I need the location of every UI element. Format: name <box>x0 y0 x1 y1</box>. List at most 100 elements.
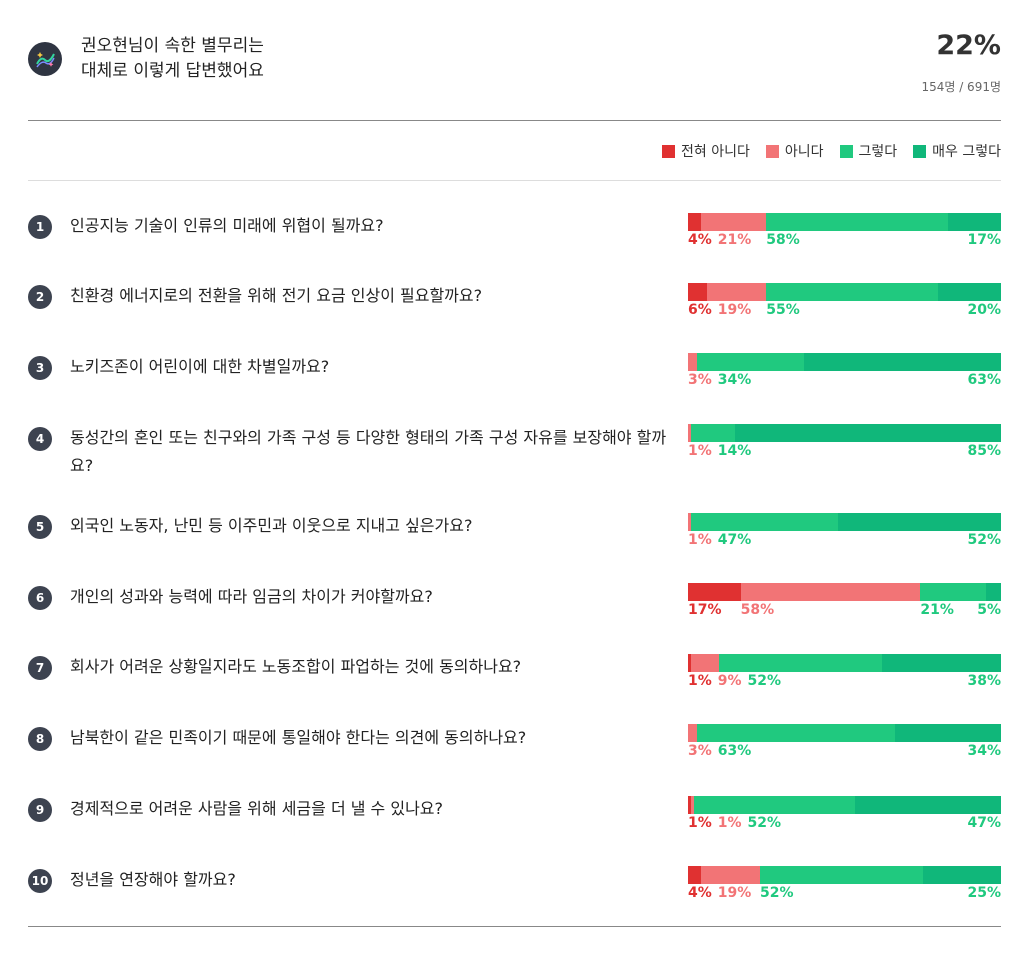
bar-segment <box>700 213 767 231</box>
bar-segment <box>766 283 939 301</box>
stacked-bar <box>688 796 1001 814</box>
question-number-badge: 2 <box>28 285 52 309</box>
value-label: 5% <box>977 602 1001 618</box>
legend-swatch <box>765 144 779 158</box>
bar-segment <box>803 353 1001 371</box>
page-title: 권오현님이 속한 별무리는 대체로 이렇게 답변했어요 <box>81 34 264 84</box>
question-number-badge: 3 <box>28 356 52 380</box>
value-label: 21% <box>717 232 752 248</box>
stacked-bar <box>688 866 1001 884</box>
question-number-badge: 1 <box>28 215 52 239</box>
value-label: 3% <box>688 743 712 759</box>
value-label: 3% <box>688 372 712 388</box>
value-label: 21% <box>920 602 954 618</box>
legend: 전혀 아니다 아니다 그렇다 매우 그렇다 <box>662 141 1001 161</box>
bar-segment <box>691 513 839 531</box>
question-number-badge: 7 <box>28 656 52 680</box>
value-label: 52% <box>967 532 1001 548</box>
bar-segment <box>894 724 1001 742</box>
legend-label: 아니다 <box>784 144 824 160</box>
bar-segment <box>688 213 701 231</box>
bar-segment <box>700 866 760 884</box>
stacked-bar <box>688 654 1001 672</box>
bar-segment <box>688 724 698 742</box>
question-text: 동성간의 혼인 또는 친구와의 가족 구성 등 다양한 형태의 가족 구성 자유… <box>70 428 667 475</box>
legend-label: 매우 그렇다 <box>932 144 1001 160</box>
value-label: 19% <box>717 885 752 901</box>
bar-segment <box>734 424 1001 442</box>
value-label: 85% <box>967 443 1001 459</box>
value-label: 19% <box>717 302 752 318</box>
bar-segment <box>740 583 921 601</box>
bar-segment <box>922 866 1001 884</box>
title-line-2: 대체로 이렇게 답변했어요 <box>81 61 264 81</box>
question-number-badge: 5 <box>28 515 52 539</box>
bar-segment <box>688 513 692 531</box>
legend-item: 매우 그렇다 <box>913 141 1001 161</box>
legend-swatch <box>662 144 675 158</box>
bar-segment <box>882 654 1001 672</box>
bar-segment <box>688 353 698 371</box>
divider <box>28 926 1001 927</box>
stacked-bar <box>688 513 1001 531</box>
legend-label: 그렇다 <box>858 144 898 160</box>
bar-segment <box>697 724 895 742</box>
bar-segment <box>688 866 701 884</box>
value-label: 9% <box>717 673 742 689</box>
question-number-badge: 10 <box>28 869 52 893</box>
header: 권오현님이 속한 별무리는 대체로 이렇게 답변했어요 22% 154명 / 6… <box>28 30 1001 100</box>
bar-segment <box>694 796 856 814</box>
value-label: 1% <box>688 815 712 831</box>
value-label: 14% <box>717 443 752 459</box>
bar-segment <box>838 513 1001 531</box>
stacked-bar <box>688 724 1001 742</box>
value-label: 34% <box>717 372 752 388</box>
value-label: 58% <box>740 602 775 618</box>
stacked-bar <box>688 353 1001 371</box>
legend-item: 아니다 <box>765 141 824 161</box>
legend-swatch <box>839 144 853 158</box>
value-label: 63% <box>717 743 752 759</box>
bar-segment <box>855 796 1001 814</box>
value-label: 47% <box>717 532 752 548</box>
match-percent: 22% <box>936 30 1001 61</box>
value-label: 52% <box>759 885 794 901</box>
divider <box>28 180 1001 181</box>
bar-segment <box>688 583 741 601</box>
question-number-badge: 9 <box>28 798 52 822</box>
value-label: 17% <box>967 232 1001 248</box>
value-label: 1% <box>688 532 712 548</box>
legend-item: 전혀 아니다 <box>662 141 750 161</box>
bar-segment <box>766 213 948 231</box>
bar-segment <box>691 796 695 814</box>
value-label: 4% <box>688 885 712 901</box>
question-text: 노키즈존이 어린이에 대한 차별일까요? <box>70 357 330 376</box>
title-line-1: 권오현님이 속한 별무리는 <box>81 36 264 56</box>
question-number-badge: 6 <box>28 586 52 610</box>
value-label: 20% <box>967 302 1001 318</box>
value-label: 63% <box>967 372 1001 388</box>
value-label: 4% <box>688 232 712 248</box>
question-text: 남북한이 같은 민족이기 때문에 통일해야 한다는 의견에 동의하나요? <box>70 728 527 747</box>
bar-segment <box>759 866 923 884</box>
value-label: 55% <box>766 302 800 318</box>
stacked-bar <box>688 583 1001 601</box>
bar-segment <box>688 424 692 442</box>
question-number-badge: 8 <box>28 727 52 751</box>
value-label: 17% <box>688 602 722 618</box>
question-text: 개인의 성과와 능력에 따라 임금의 차이가 커야할까요? <box>70 587 433 606</box>
value-label: 52% <box>747 673 782 689</box>
sparkle-logo-icon <box>28 42 62 76</box>
bar-segment <box>938 283 1001 301</box>
value-label: 25% <box>967 885 1001 901</box>
question-text: 친환경 에너지로의 전환을 위해 전기 요금 인상이 필요할까요? <box>70 286 483 305</box>
value-label: 47% <box>967 815 1001 831</box>
stacked-bar <box>688 283 1001 301</box>
divider <box>28 120 1001 121</box>
value-label: 1% <box>688 443 712 459</box>
legend-swatch <box>913 144 927 158</box>
value-label: 34% <box>967 743 1001 759</box>
value-label: 1% <box>688 673 712 689</box>
bar-segment <box>688 283 707 301</box>
bar-segment <box>691 654 720 672</box>
